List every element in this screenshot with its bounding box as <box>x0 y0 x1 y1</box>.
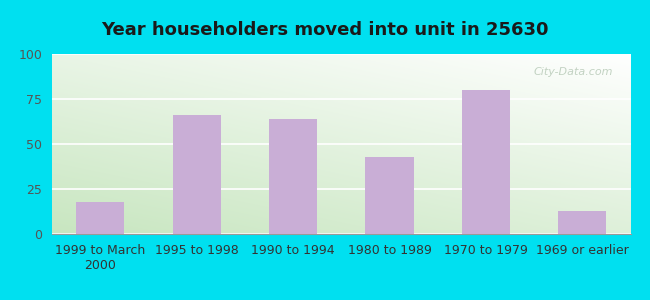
Text: Year householders moved into unit in 25630: Year householders moved into unit in 256… <box>101 21 549 39</box>
Bar <box>172 115 221 234</box>
Bar <box>462 90 510 234</box>
Text: City-Data.com: City-Data.com <box>534 67 613 76</box>
Bar <box>76 202 124 234</box>
Bar <box>269 119 317 234</box>
Bar <box>365 157 413 234</box>
Bar <box>558 211 606 234</box>
